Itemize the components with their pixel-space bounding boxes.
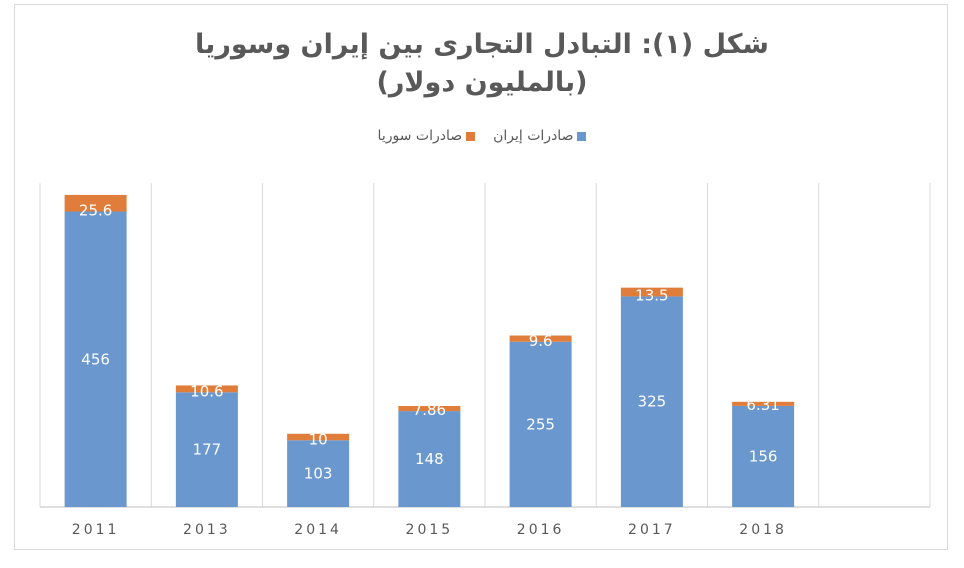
bar-syria-2011: [64, 194, 127, 212]
legend-swatch-syria: [466, 131, 476, 141]
x-tick-2013: 2013: [183, 522, 231, 538]
bar-iran-2014: [287, 440, 350, 507]
data-label-syria-2016: 9.6: [529, 332, 553, 350]
bar-iran-2016: [509, 341, 572, 507]
x-tick-2015: 2015: [406, 522, 454, 538]
bar-syria-2013: [175, 385, 238, 393]
bar-syria-2016: [509, 335, 572, 342]
bar-iran-2015: [398, 411, 461, 507]
data-label-iran-2016: 255: [526, 415, 555, 433]
bar-syria-2017: [620, 287, 683, 297]
data-label-iran-2011: 456: [81, 350, 110, 368]
x-tick-2017: 2017: [628, 522, 676, 538]
legend-label-iran: صادرات إيران: [493, 128, 574, 144]
chart-title-line1: شكل (١): التبادل التجارى بين إيران وسوري…: [195, 29, 769, 60]
legend-label-syria: صادرات سوريا: [377, 128, 463, 144]
x-tick-2011: 2011: [72, 522, 120, 538]
data-label-iran-2015: 148: [415, 450, 444, 468]
data-label-iran-2018: 156: [749, 447, 778, 465]
bar-iran-2018: [732, 405, 795, 507]
x-tick-2018: 2018: [739, 522, 787, 538]
bar-iran-2011: [64, 211, 127, 507]
chart-title: شكل (١): التبادل التجارى بين إيران وسوري…: [0, 26, 964, 102]
data-label-syria-2015: 7.86: [413, 401, 446, 419]
x-tick-2014: 2014: [294, 522, 342, 538]
bar-syria-2018: [732, 401, 795, 406]
chart-title-line2: (بالمليون دولار): [376, 67, 588, 98]
data-label-syria-2014: 10: [309, 430, 328, 448]
data-label-syria-2018: 6.31: [746, 396, 779, 414]
data-label-iran-2013: 177: [193, 441, 222, 459]
data-label-syria-2011: 25.6: [79, 202, 112, 220]
legend-swatch-iran: [577, 131, 587, 141]
data-label-iran-2017: 325: [638, 393, 667, 411]
bar-syria-2015: [398, 406, 461, 412]
bar-iran-2013: [175, 392, 238, 507]
x-tick-2016: 2016: [517, 522, 565, 538]
bar-iran-2017: [620, 296, 683, 507]
chart-legend: صادرات إيران صادرات سوريا: [0, 128, 964, 144]
legend-item-syria: صادرات سوريا: [378, 128, 476, 144]
legend-item-iran: صادرات إيران: [493, 128, 587, 144]
data-label-syria-2013: 10.6: [190, 382, 223, 400]
bar-syria-2014: [287, 433, 350, 441]
data-label-iran-2014: 103: [304, 465, 333, 483]
data-label-syria-2017: 13.5: [635, 286, 668, 304]
